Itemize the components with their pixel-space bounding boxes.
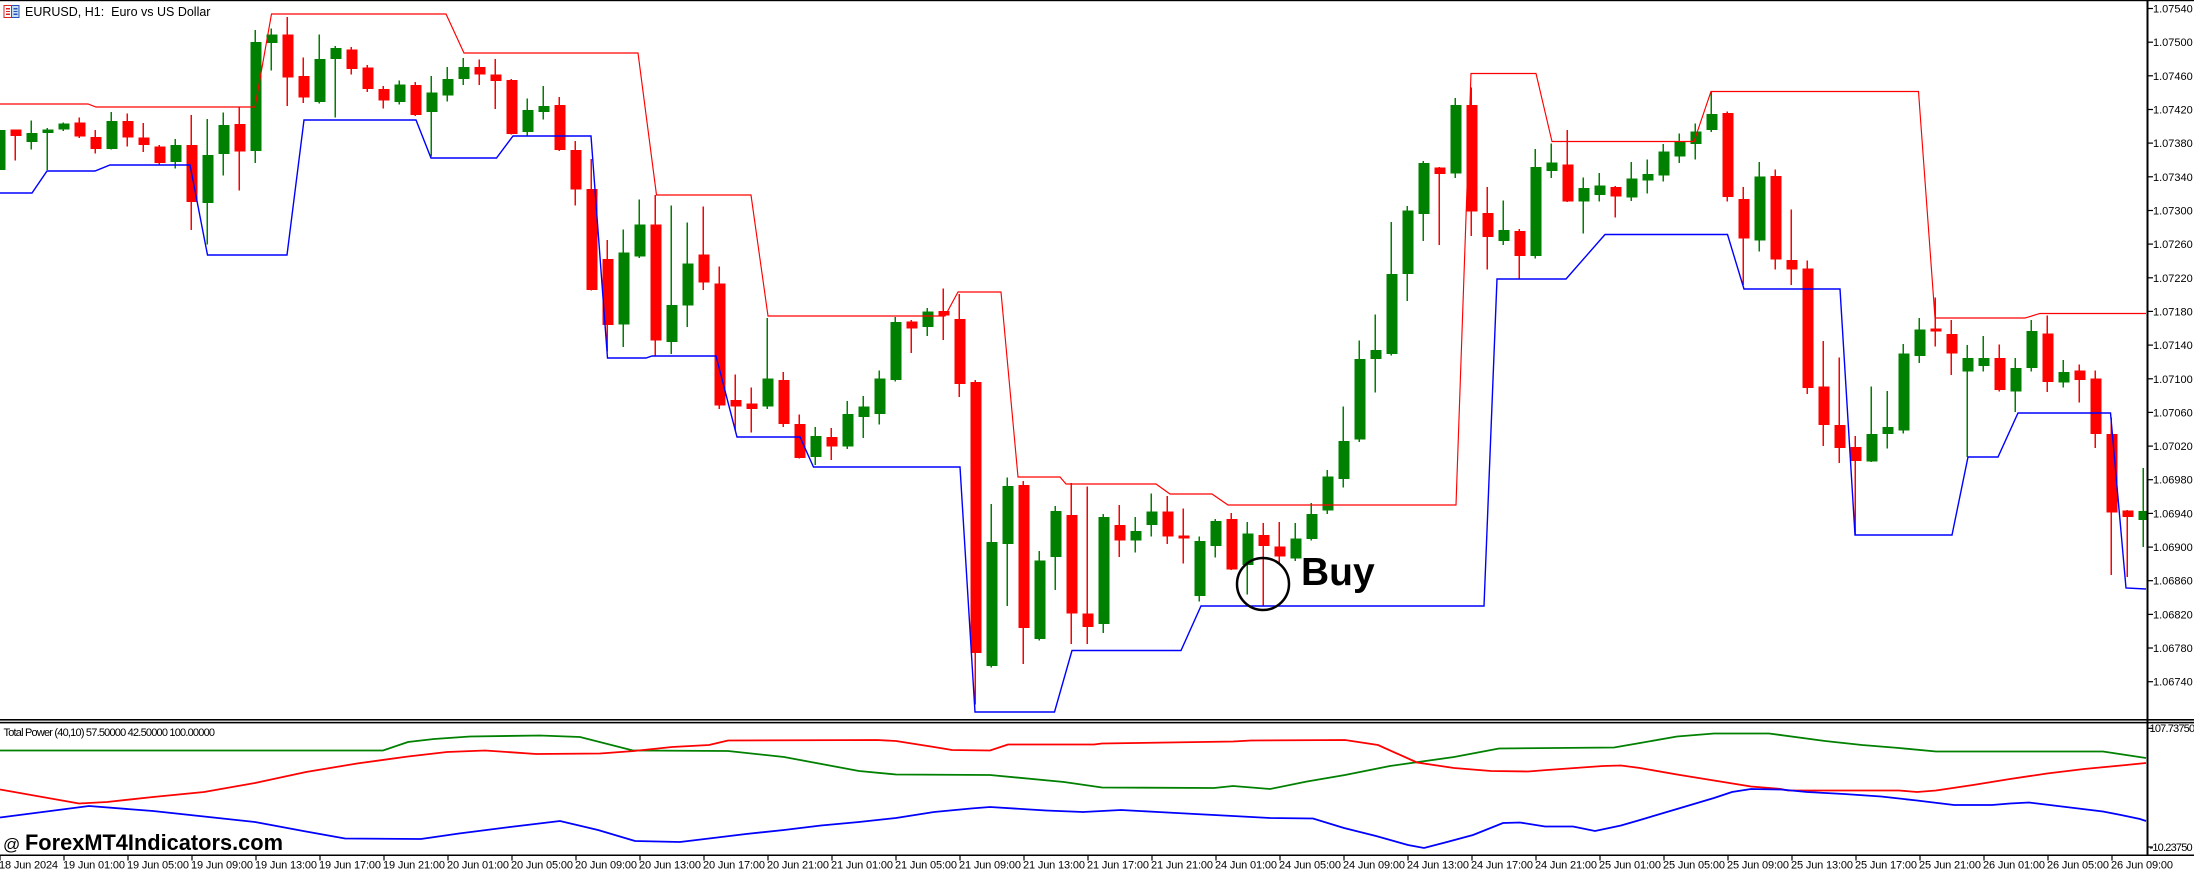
svg-text:1.07140: 1.07140	[2153, 340, 2193, 352]
svg-text:25 Jun 05:00: 25 Jun 05:00	[1663, 860, 1725, 872]
svg-text:21 Jun 09:00: 21 Jun 09:00	[959, 860, 1021, 872]
svg-text:1.06860: 1.06860	[2153, 576, 2193, 588]
svg-text:1.07300: 1.07300	[2153, 206, 2193, 218]
svg-text:24 Jun 09:00: 24 Jun 09:00	[1343, 860, 1405, 872]
svg-text:20 Jun 05:00: 20 Jun 05:00	[511, 860, 573, 872]
svg-text:24 Jun 13:00: 24 Jun 13:00	[1407, 860, 1469, 872]
svg-text:1.07100: 1.07100	[2153, 374, 2193, 386]
svg-text:20 Jun 01:00: 20 Jun 01:00	[447, 860, 509, 872]
svg-text:21 Jun 01:00: 21 Jun 01:00	[831, 860, 893, 872]
svg-text:20 Jun 13:00: 20 Jun 13:00	[639, 860, 701, 872]
svg-text:1.07380: 1.07380	[2153, 138, 2193, 150]
svg-text:26 Jun 01:00: 26 Jun 01:00	[1983, 860, 2045, 872]
svg-text:1.07260: 1.07260	[2153, 239, 2193, 251]
svg-text:24 Jun 05:00: 24 Jun 05:00	[1279, 860, 1341, 872]
svg-text:20 Jun 21:00: 20 Jun 21:00	[767, 860, 829, 872]
svg-text:1.06940: 1.06940	[2153, 508, 2193, 520]
svg-text:19 Jun 01:00: 19 Jun 01:00	[63, 860, 125, 872]
svg-text:19 Jun 09:00: 19 Jun 09:00	[191, 860, 253, 872]
svg-text:25 Jun 01:00: 25 Jun 01:00	[1599, 860, 1661, 872]
svg-text:1.06820: 1.06820	[2153, 609, 2193, 621]
svg-text:20 Jun 17:00: 20 Jun 17:00	[703, 860, 765, 872]
svg-text:1.07060: 1.07060	[2153, 407, 2193, 419]
svg-text:1.06980: 1.06980	[2153, 475, 2193, 487]
svg-text:1.07500: 1.07500	[2153, 37, 2193, 49]
svg-text:1.07220: 1.07220	[2153, 273, 2193, 285]
svg-text:26 Jun 09:00: 26 Jun 09:00	[2111, 860, 2173, 872]
svg-text:21 Jun 21:00: 21 Jun 21:00	[1151, 860, 1213, 872]
svg-text:25 Jun 21:00: 25 Jun 21:00	[1919, 860, 1981, 872]
svg-text:24 Jun 17:00: 24 Jun 17:00	[1471, 860, 1533, 872]
svg-text:-10.23750: -10.23750	[2150, 842, 2193, 854]
svg-text:107.73750: 107.73750	[2150, 723, 2194, 735]
svg-text:@ ForexMT4Indicators.com: @ ForexMT4Indicators.com	[3, 830, 283, 855]
svg-text:21 Jun 17:00: 21 Jun 17:00	[1087, 860, 1149, 872]
svg-text:1.06780: 1.06780	[2153, 643, 2193, 655]
svg-text:1.07020: 1.07020	[2153, 441, 2193, 453]
svg-text:1.07180: 1.07180	[2153, 306, 2193, 318]
svg-text:20 Jun 09:00: 20 Jun 09:00	[575, 860, 637, 872]
svg-text:1.07420: 1.07420	[2153, 105, 2193, 117]
svg-text:19 Jun 13:00: 19 Jun 13:00	[255, 860, 317, 872]
svg-text:Total Power (40,10) 57.50000 4: Total Power (40,10) 57.50000 42.50000 10…	[4, 727, 215, 739]
svg-text:19 Jun 05:00: 19 Jun 05:00	[127, 860, 189, 872]
svg-text:25 Jun 13:00: 25 Jun 13:00	[1791, 860, 1853, 872]
svg-text:19 Jun 17:00: 19 Jun 17:00	[319, 860, 381, 872]
svg-text:24 Jun 21:00: 24 Jun 21:00	[1535, 860, 1597, 872]
svg-text:25 Jun 09:00: 25 Jun 09:00	[1727, 860, 1789, 872]
svg-text:Buy: Buy	[1301, 551, 1375, 594]
svg-text:1.07540: 1.07540	[2153, 4, 2193, 16]
svg-text:26 Jun 05:00: 26 Jun 05:00	[2047, 860, 2109, 872]
svg-text:1.06740: 1.06740	[2153, 677, 2193, 689]
svg-text:1.06900: 1.06900	[2153, 542, 2193, 554]
svg-text:25 Jun 17:00: 25 Jun 17:00	[1855, 860, 1917, 872]
svg-text:1.07340: 1.07340	[2153, 172, 2193, 184]
svg-text:18 Jun 2024: 18 Jun 2024	[0, 860, 58, 872]
svg-text:1.07460: 1.07460	[2153, 71, 2193, 83]
svg-text:24 Jun 01:00: 24 Jun 01:00	[1215, 860, 1277, 872]
svg-text:21 Jun 05:00: 21 Jun 05:00	[895, 860, 957, 872]
svg-text:19 Jun 21:00: 19 Jun 21:00	[383, 860, 445, 872]
svg-text:21 Jun 13:00: 21 Jun 13:00	[1023, 860, 1085, 872]
svg-text:EURUSD, H1: Euro vs US Dollar: EURUSD, H1: Euro vs US Dollar	[25, 5, 210, 19]
